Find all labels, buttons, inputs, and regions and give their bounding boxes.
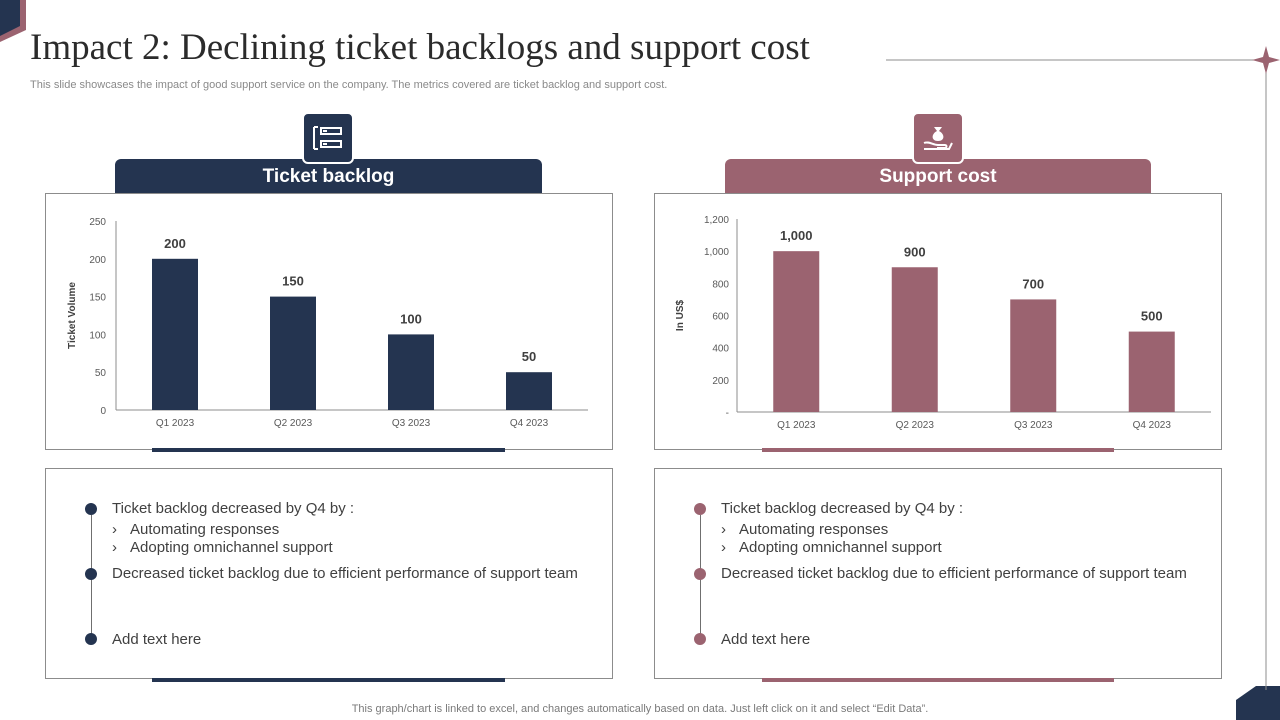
bar [506, 372, 552, 410]
page-title: Impact 2: Declining ticket backlogs and … [30, 27, 810, 68]
support-cost-chart[interactable]: - 200 400 600 800 1,000 1,200 In US$ 1,000 Q1 202… [655, 194, 1221, 449]
note-subitem-1: › Automating responses [721, 521, 889, 538]
bar [270, 296, 316, 410]
y-tick-label: 400 [712, 344, 729, 355]
ticket-backlog-chart-panel: 0 50 100 150 200 250 Ticket Volume 200 Q1 2023 15… [45, 193, 613, 450]
y-tick-label: - [726, 408, 729, 419]
x-tick-label: Q2 2023 [896, 420, 935, 431]
support-cost-header: Support cost [725, 159, 1151, 195]
note-item-1: Ticket backlog decreased by Q4 by : [112, 500, 355, 517]
bullet-dot [694, 568, 706, 580]
ticket-backlog-notes: Ticket backlog decreased by Q4 by : › Aut… [46, 469, 612, 678]
bullet-dot [694, 503, 706, 515]
y-tick-label: 150 [89, 293, 106, 304]
support-cost-notes: Ticket backlog decreased by Q4 by : › Aut… [655, 469, 1221, 678]
support-cost-notes-panel: Ticket backlog decreased by Q4 by : › Aut… [654, 468, 1222, 679]
y-tick-label: 200 [89, 255, 106, 266]
y-tick-label: 50 [95, 368, 107, 379]
data-label: 900 [904, 244, 926, 259]
bar [773, 251, 820, 412]
note-subitem-2: › Adopting omnichannel support [721, 539, 942, 556]
y-tick-label: 600 [712, 312, 729, 323]
data-label: 200 [164, 236, 186, 251]
x-tick-label: Q2 2023 [274, 418, 313, 429]
y-axis-label: Ticket Volume [67, 282, 78, 349]
ticket-backlog-notes-panel: Ticket backlog decreased by Q4 by : › Aut… [45, 468, 613, 679]
data-label: 700 [1022, 276, 1044, 291]
y-tick-label: 200 [712, 376, 729, 387]
y-axis-label: In US$ [675, 300, 686, 332]
x-tick-label: Q4 2023 [510, 418, 549, 429]
x-tick-label: Q3 2023 [392, 418, 431, 429]
ticket-backlog-notes-underbar [152, 678, 505, 682]
bullet-dot [694, 633, 706, 645]
note-item-2: Decreased ticket backlog due to efficien… [112, 565, 578, 582]
x-tick-label: Q3 2023 [1014, 420, 1053, 431]
money-bag-hand-icon [912, 112, 964, 164]
support-cost-chart-underbar [762, 448, 1114, 452]
y-tick-label: 1,200 [704, 215, 729, 226]
page-subtitle: This slide showcases the impact of good … [30, 79, 668, 91]
data-label: 500 [1141, 309, 1163, 324]
data-label: 1,000 [780, 228, 813, 243]
bullet-dot [85, 503, 97, 515]
y-tick-label: 1,000 [704, 247, 729, 258]
note-item-1: Ticket backlog decreased by Q4 by : [721, 500, 964, 517]
y-tick-label: 250 [89, 217, 106, 228]
support-cost-notes-underbar [762, 678, 1114, 682]
document-list-icon [302, 112, 354, 164]
note-subitem-2-text: Adopting omnichannel support [130, 539, 333, 556]
support-cost-header-label: Support cost [879, 166, 997, 187]
bar [1128, 331, 1175, 412]
bullet-dot [85, 568, 97, 580]
x-tick-label: Q4 2023 [1133, 420, 1172, 431]
footer-note: This graph/chart is linked to excel, and… [351, 703, 929, 715]
corner-decoration-top-left [0, 0, 26, 42]
corner-decoration-bottom-right [1236, 686, 1280, 720]
bar [891, 267, 938, 412]
note-item-2: Decreased ticket backlog due to efficien… [721, 565, 1187, 582]
ticket-backlog-chart-underbar [152, 448, 505, 452]
bar [1010, 299, 1057, 412]
note-subitem-1-text: Automating responses [130, 521, 280, 538]
bullet-dot [85, 633, 97, 645]
note-subitem-2-text: Adopting omnichannel support [739, 539, 942, 556]
note-subitem-1: › Automating responses [112, 521, 280, 538]
y-tick-label: 100 [89, 330, 106, 341]
support-cost-chart-panel: - 200 400 600 800 1,000 1,200 In US$ 1,000 Q1 202… [654, 193, 1222, 450]
y-tick-label: 0 [100, 406, 106, 417]
bar [152, 258, 198, 410]
note-item-3[interactable]: Add text here [112, 631, 202, 648]
ticket-backlog-header-label: Ticket backlog [262, 166, 395, 187]
bar [388, 334, 434, 410]
data-label: 100 [400, 311, 422, 326]
data-label: 50 [522, 349, 536, 364]
x-tick-label: Q1 2023 [156, 418, 195, 429]
x-tick-label: Q1 2023 [777, 420, 816, 431]
note-subitem-2: › Adopting omnichannel support [112, 539, 333, 556]
y-tick-label: 800 [712, 279, 729, 290]
ticket-backlog-header: Ticket backlog [115, 159, 542, 195]
note-subitem-1-text: Automating responses [739, 521, 889, 538]
note-item-3[interactable]: Add text here [721, 631, 811, 648]
ticket-backlog-chart[interactable]: 0 50 100 150 200 250 Ticket Volume 200 Q1 2023 15… [46, 194, 612, 449]
data-label: 150 [282, 274, 304, 289]
